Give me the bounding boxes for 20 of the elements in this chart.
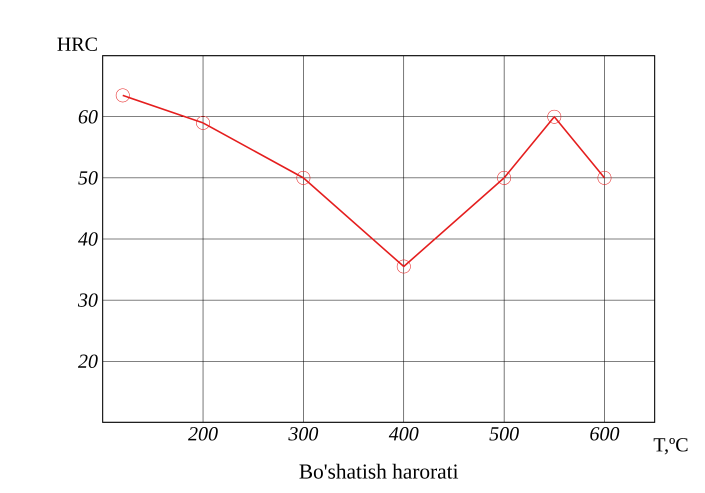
point [396, 260, 411, 274]
x-tick-label: 300 [288, 427, 318, 441]
point [296, 170, 310, 185]
x-tick-label: 200 [188, 427, 218, 441]
point [196, 116, 210, 130]
x-tick-label: 400 [388, 427, 419, 441]
x-tick-label: 500 [489, 427, 519, 441]
y-tick-label: 50 [78, 171, 98, 185]
x-axis-title: T,ºC [654, 438, 688, 454]
y-tick-label: 20 [78, 354, 98, 368]
text: Bo'shatish harorati [299, 464, 458, 479]
point [497, 170, 512, 185]
y-tick-label: 30 [78, 293, 98, 307]
point [116, 88, 130, 102]
x-tick-label: 600 [590, 427, 620, 441]
y-axis-title: HRC [57, 38, 97, 51]
point [598, 170, 612, 185]
y-tick-label: 40 [78, 232, 98, 246]
point [547, 110, 562, 124]
y-tick-label: 60 [78, 110, 98, 124]
